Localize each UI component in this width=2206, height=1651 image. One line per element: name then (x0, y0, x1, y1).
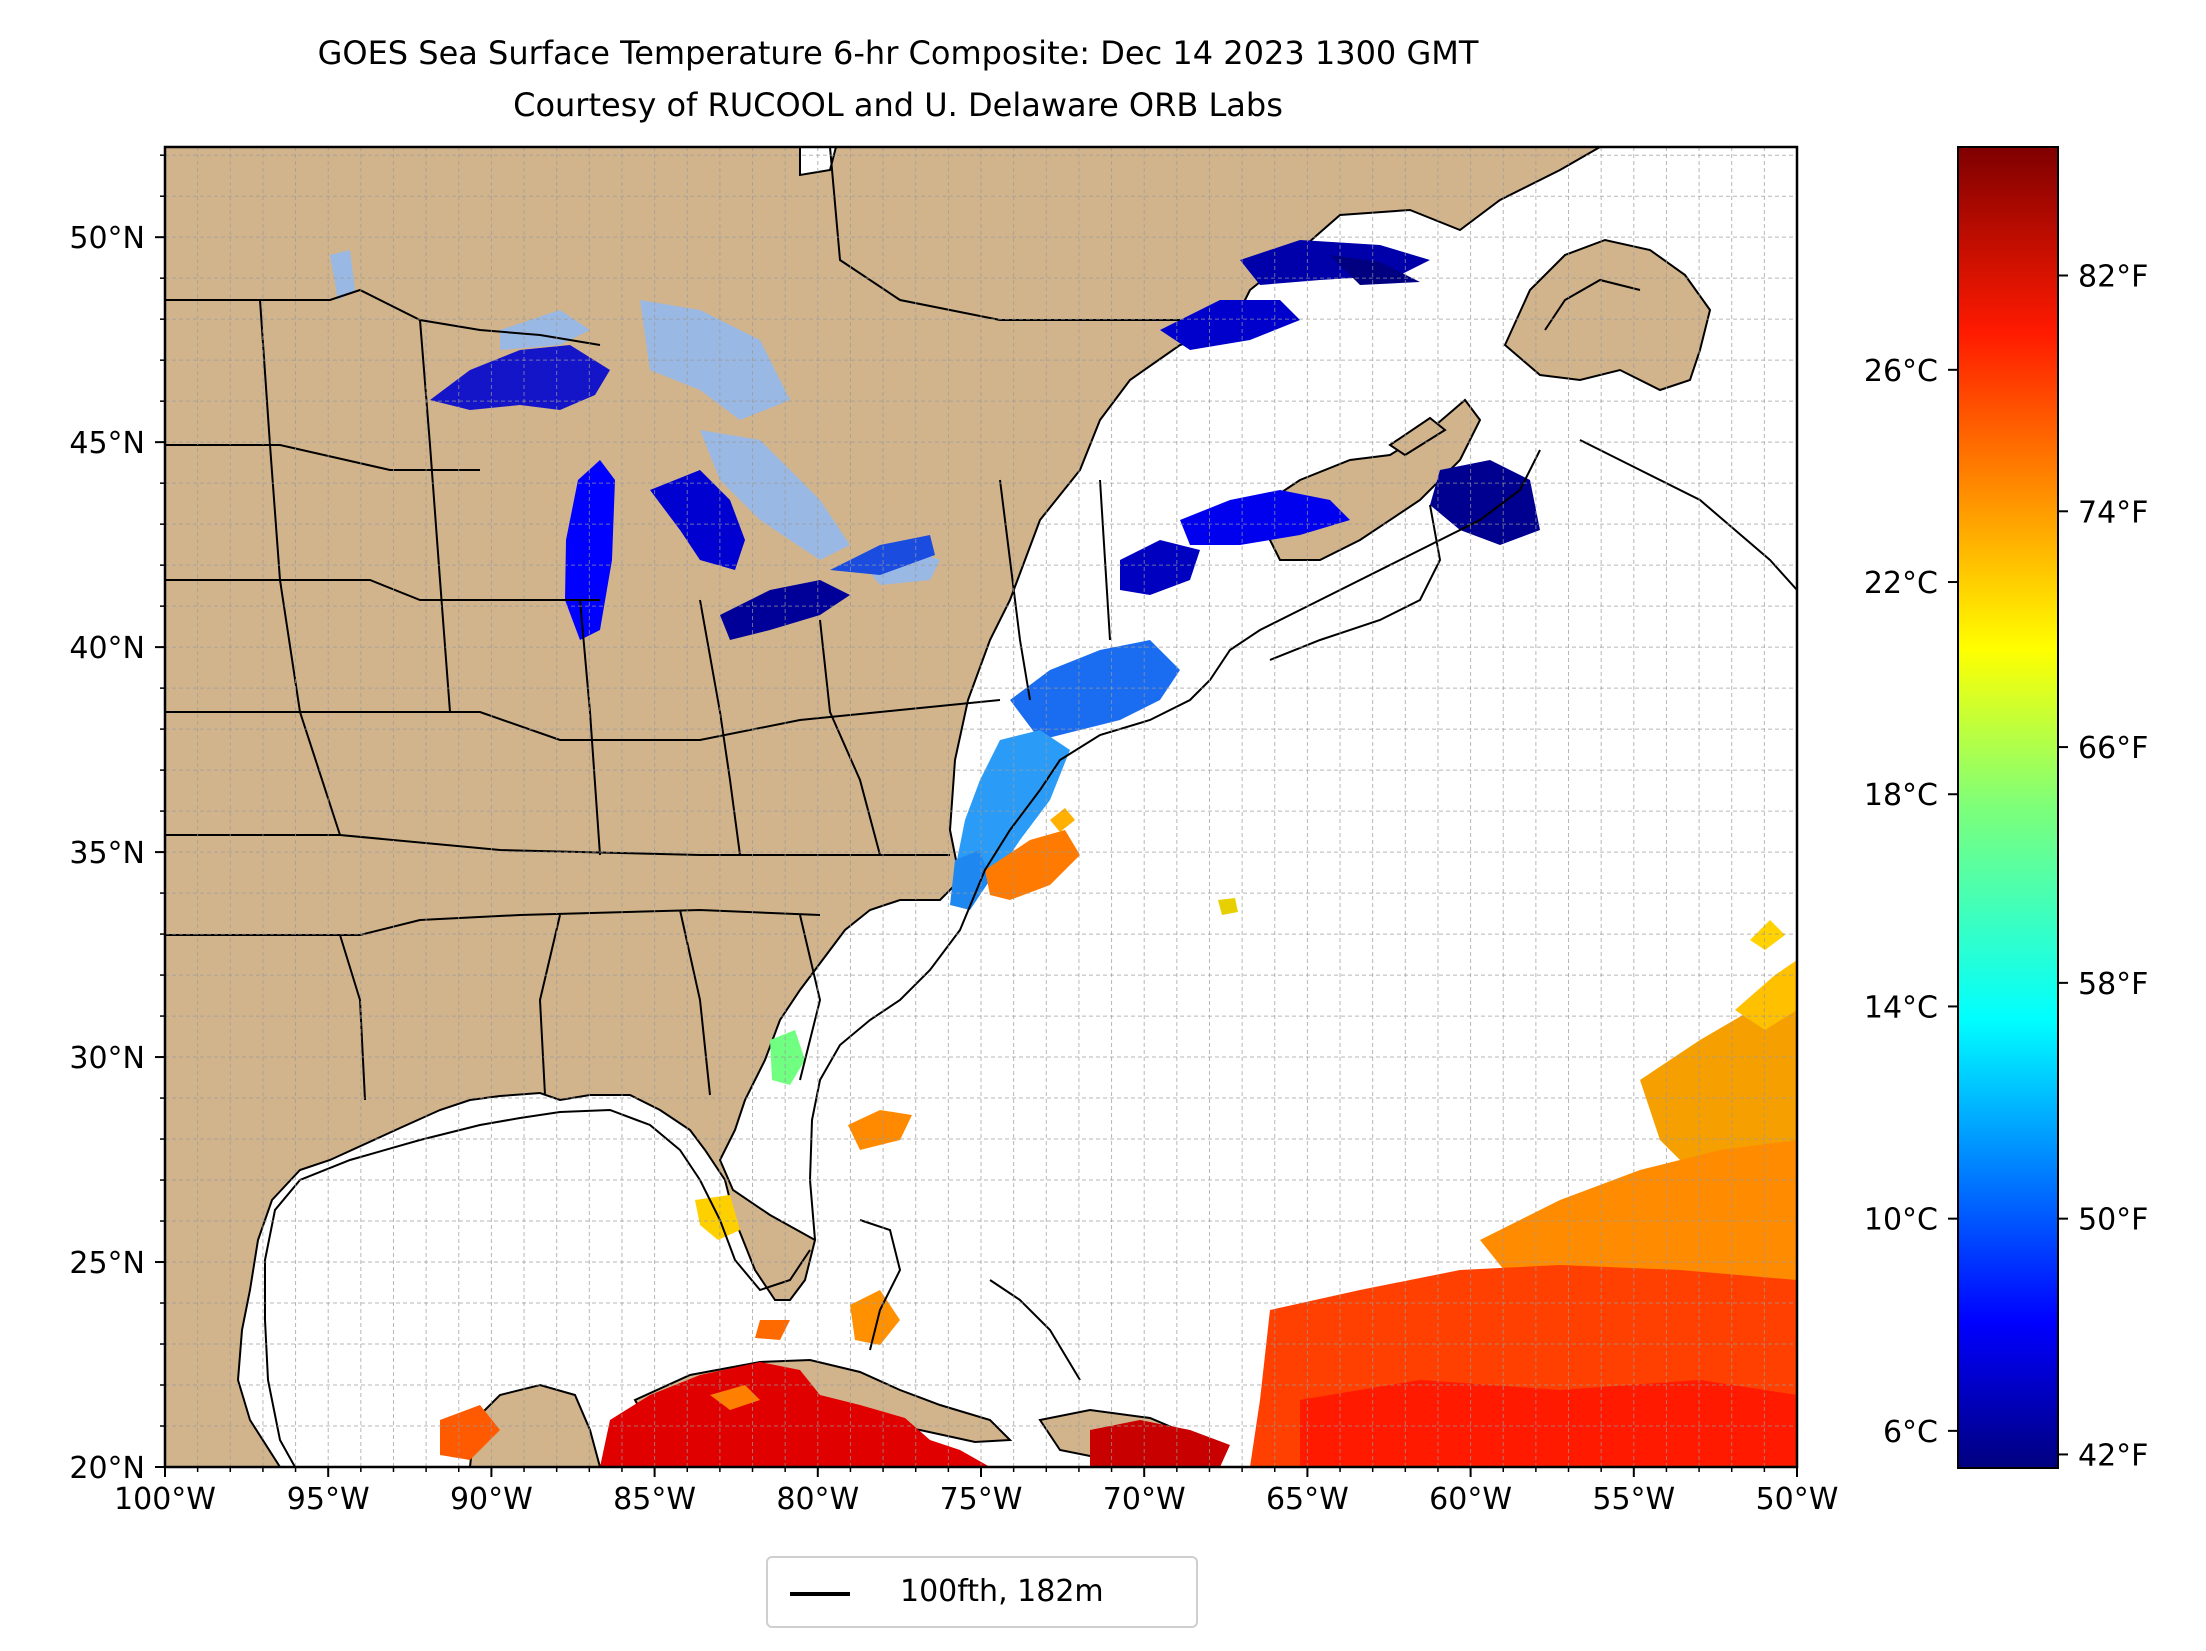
lat-tick-label: 50°N (69, 221, 145, 256)
sst-caribbean (440, 1362, 1230, 1467)
fahrenheit-tick-label: 74°F (2078, 495, 2148, 530)
land-pei (1388, 416, 1447, 457)
celsius-tick-label: 22°C (1864, 566, 1938, 601)
colorbar-celsius-axis: 6°C 10°C 14°C 18°C 22°C 26°C (1864, 354, 1958, 1450)
lon-tick-label: 65°W (1266, 1482, 1349, 1517)
map-subtitle: Courtesy of RUCOOL and U. Delaware ORB L… (513, 86, 1283, 124)
lon-tick-label: 85°W (613, 1482, 696, 1517)
lon-tick-label: 70°W (1103, 1482, 1186, 1517)
fahrenheit-tick-label: 66°F (2078, 731, 2148, 766)
legend: 100fth, 182m (766, 1556, 1198, 1628)
celsius-tick-label: 26°C (1864, 354, 1938, 389)
legend-label: 100fth, 182m (900, 1574, 1104, 1609)
colorbar-fahrenheit-axis: 42°F 50°F 58°F 66°F 74°F 82°F (2058, 260, 2148, 1473)
colorbar (1957, 146, 2059, 1469)
lon-tick-label: 100°W (114, 1482, 216, 1517)
sst-subtropical-atlantic (1250, 920, 1797, 1467)
lat-tick-label: 45°N (69, 426, 145, 461)
sst-southeast (695, 1030, 912, 1345)
longitude-axis: 100°W 95°W 90°W 85°W 80°W 75°W 70°W 65°W 60°W 55°… (114, 1467, 1838, 1517)
fahrenheit-tick-label: 58°F (2078, 967, 2148, 1002)
legend-line-swatch (790, 1592, 850, 1596)
celsius-tick-label: 6°C (1883, 1415, 1938, 1450)
map-title: GOES Sea Surface Temperature 6-hr Compos… (317, 34, 1479, 72)
lat-tick-label: 30°N (69, 1041, 145, 1076)
political-borders (165, 147, 1180, 1101)
lon-tick-label: 80°W (776, 1482, 859, 1517)
latitude-axis: 20°N 25°N 30°N 35°N 40°N 45°N 50°N (69, 154, 165, 1486)
land-newfoundland (1503, 238, 1712, 392)
graticule (164, 147, 1798, 1468)
fahrenheit-tick-label: 82°F (2078, 260, 2148, 295)
lon-tick-label: 55°W (1592, 1482, 1675, 1517)
lon-tick-label: 50°W (1756, 1482, 1839, 1517)
fahrenheit-tick-label: 50°F (2078, 1203, 2148, 1238)
celsius-tick-label: 14°C (1864, 990, 1938, 1025)
celsius-tick-label: 10°C (1864, 1203, 1938, 1238)
fahrenheit-tick-label: 42°F (2078, 1438, 2148, 1473)
celsius-tick-label: 18°C (1864, 778, 1938, 813)
lat-tick-label: 20°N (69, 1451, 145, 1486)
lon-tick-label: 60°W (1429, 1482, 1512, 1517)
lon-tick-label: 90°W (450, 1482, 533, 1517)
lat-tick-label: 40°N (69, 631, 145, 666)
lon-tick-label: 75°W (940, 1482, 1023, 1517)
lat-tick-label: 25°N (69, 1246, 145, 1281)
lon-tick-label: 95°W (287, 1482, 370, 1517)
lat-tick-label: 35°N (69, 836, 145, 871)
